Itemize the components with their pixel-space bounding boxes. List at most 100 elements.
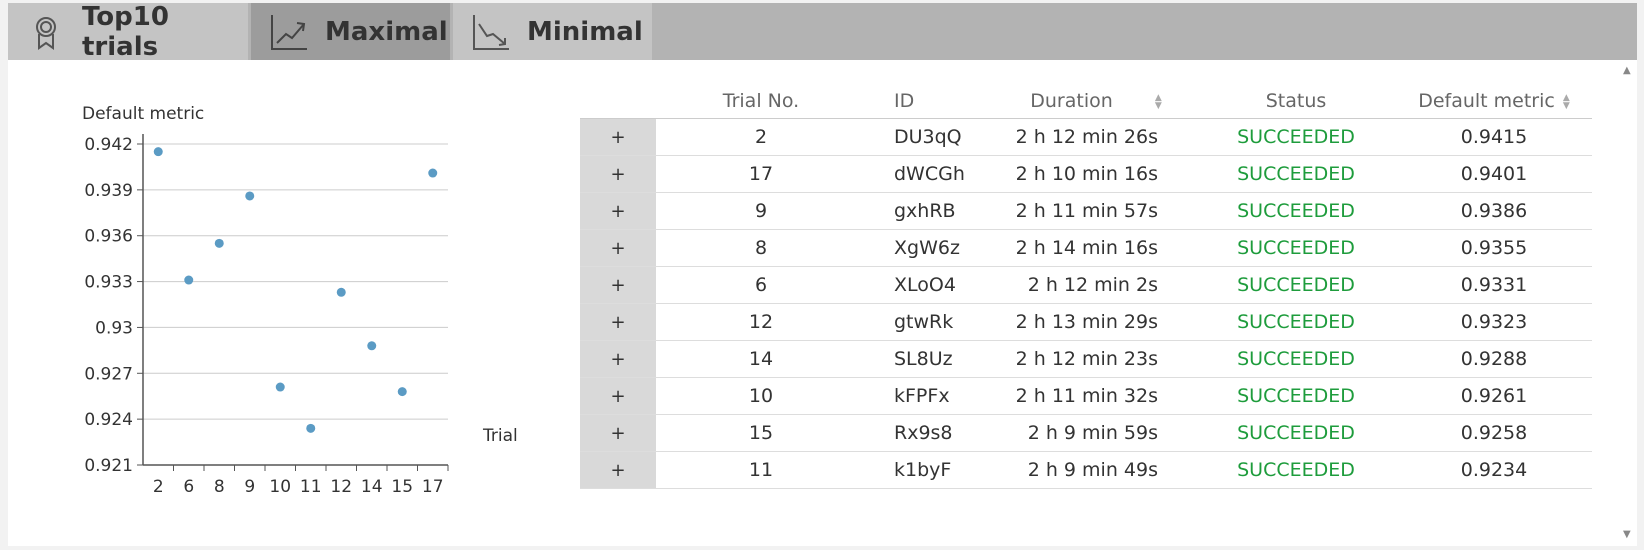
metric-cell: 0.9234 <box>1396 451 1592 489</box>
column-header-label: Duration <box>1030 90 1113 112</box>
scatter-chart: Default metric Trial 0.921 0.924 0.927 0.93… <box>82 104 518 497</box>
x-tick-label: 12 <box>330 477 352 497</box>
tab-bar: Top10 trials Maximal Minimal <box>8 1 1637 62</box>
metric-cell: 0.9288 <box>1396 340 1592 378</box>
tab-label: Maximal <box>325 16 448 47</box>
data-point[interactable] <box>275 382 285 392</box>
trial-number-cell: 12 <box>656 303 866 341</box>
tab-top10-trials[interactable]: Top10 trials <box>8 1 248 62</box>
trial-number-cell: 17 <box>656 155 866 193</box>
data-point[interactable] <box>245 191 255 201</box>
expand-row-button[interactable]: + <box>580 155 656 193</box>
duration-cell: 2 h 9 min 59s <box>996 414 1196 452</box>
table-row: +11 k1byF 2 h 9 min 49s SUCCEEDED 0.9234 <box>580 451 1592 489</box>
trial-id-cell: DU3qQ <box>866 118 996 156</box>
tab-maximal[interactable]: Maximal <box>251 3 450 60</box>
data-point[interactable] <box>367 341 377 351</box>
trial-number-cell: 9 <box>656 192 866 230</box>
trial-id-cell: XgW6z <box>866 229 996 267</box>
vertical-scrollbar[interactable]: ▲ ▼ <box>1619 60 1637 546</box>
trial-id-cell: k1byF <box>866 451 996 489</box>
duration-cell: 2 h 11 min 57s <box>996 192 1196 230</box>
expand-row-button[interactable]: + <box>580 451 656 489</box>
x-tick-label: 6 <box>183 477 194 497</box>
sort-arrows-icon[interactable]: ▲ ▼ <box>1154 92 1162 111</box>
status-cell: SUCCEEDED <box>1196 266 1396 304</box>
table-row: +2 DU3qQ 2 h 12 min 26s SUCCEEDED 0.9415 <box>580 118 1592 156</box>
duration-cell: 2 h 9 min 49s <box>996 451 1196 489</box>
x-tick-label: 15 <box>391 477 413 497</box>
trial-id-cell: Rx9s8 <box>866 414 996 452</box>
metric-cell: 0.9323 <box>1396 303 1592 341</box>
x-axis-label: Trial <box>482 426 518 446</box>
expand-row-button[interactable]: + <box>580 118 656 156</box>
x-tick-label: 11 <box>300 477 322 497</box>
status-cell: SUCCEEDED <box>1196 340 1396 378</box>
trial-number-cell: 14 <box>656 340 866 378</box>
content-panel: Default metric Trial 0.921 0.924 0.927 0.93… <box>8 60 1637 546</box>
status-cell: SUCCEEDED <box>1196 155 1396 193</box>
expand-row-button[interactable]: + <box>580 340 656 378</box>
table-row: +15 Rx9s8 2 h 9 min 59s SUCCEEDED 0.9258 <box>580 414 1592 452</box>
trial-number-cell: 15 <box>656 414 866 452</box>
trial-number-cell: 8 <box>656 229 866 267</box>
table-row: +10 kFPFx 2 h 11 min 32s SUCCEEDED 0.9261 <box>580 377 1592 415</box>
trial-number-cell: 11 <box>656 451 866 489</box>
trial-id-cell: kFPFx <box>866 377 996 415</box>
expand-row-button[interactable]: + <box>580 266 656 304</box>
metric-cell: 0.9261 <box>1396 377 1592 415</box>
expand-column-header <box>580 84 656 119</box>
column-header-label: Default metric <box>1418 90 1555 112</box>
trial-number-cell: 6 <box>656 266 866 304</box>
column-header-duration[interactable]: Duration ▲ ▼ <box>996 84 1196 119</box>
expand-row-button[interactable]: + <box>580 192 656 230</box>
y-tick-label: 0.942 <box>84 135 133 155</box>
expand-row-button[interactable]: + <box>580 414 656 452</box>
status-cell: SUCCEEDED <box>1196 229 1396 267</box>
expand-row-button[interactable]: + <box>580 377 656 415</box>
status-cell: SUCCEEDED <box>1196 414 1396 452</box>
tab-minimal[interactable]: Minimal <box>453 3 652 60</box>
metric-cell: 0.9401 <box>1396 155 1592 193</box>
table-row: +14 SL8Uz 2 h 12 min 23s SUCCEEDED 0.9288 <box>580 340 1592 378</box>
trial-id-cell: dWCGh <box>866 155 996 193</box>
table-header-row: Trial No. ID Duration ▲ ▼ Status Default … <box>580 84 1592 119</box>
trial-number-cell: 2 <box>656 118 866 156</box>
status-cell: SUCCEEDED <box>1196 451 1396 489</box>
data-point[interactable] <box>428 168 438 178</box>
scroll-up-icon[interactable]: ▲ <box>1623 65 1631 76</box>
data-point[interactable] <box>306 423 316 433</box>
table-row: +12 gtwRk 2 h 13 min 29s SUCCEEDED 0.9323 <box>580 303 1592 341</box>
x-tick-label: 2 <box>153 477 164 497</box>
y-tick-label: 0.93 <box>95 318 133 338</box>
column-header-metric[interactable]: Default metric ▲ ▼ <box>1396 84 1592 119</box>
trial-id-cell: XLoO4 <box>866 266 996 304</box>
duration-cell: 2 h 12 min 26s <box>996 118 1196 156</box>
status-cell: SUCCEEDED <box>1196 303 1396 341</box>
metric-cell: 0.9415 <box>1396 118 1592 156</box>
y-tick-label: 0.927 <box>84 364 133 384</box>
table-row: +17 dWCGh 2 h 10 min 16s SUCCEEDED 0.9401 <box>580 155 1592 193</box>
column-header-id: ID <box>866 84 996 119</box>
duration-cell: 2 h 14 min 16s <box>996 229 1196 267</box>
data-point[interactable] <box>214 238 224 248</box>
expand-row-button[interactable]: + <box>580 229 656 267</box>
x-tick-label: 9 <box>244 477 255 497</box>
sort-arrows-icon[interactable]: ▲ ▼ <box>1562 92 1570 111</box>
data-point[interactable] <box>184 275 194 285</box>
trial-id-cell: SL8Uz <box>866 340 996 378</box>
data-point[interactable] <box>336 287 346 297</box>
trials-table: Trial No. ID Duration ▲ ▼ Status Default … <box>580 84 1592 489</box>
column-header-trial: Trial No. <box>656 84 866 119</box>
data-point[interactable] <box>397 387 407 397</box>
table-row: +9 gxhRB 2 h 11 min 57s SUCCEEDED 0.9386 <box>580 192 1592 230</box>
tab-label: Top10 trials <box>82 1 169 62</box>
trial-number-cell: 10 <box>656 377 866 415</box>
data-point[interactable] <box>153 147 163 157</box>
expand-row-button[interactable]: + <box>580 303 656 341</box>
scroll-down-icon[interactable]: ▼ <box>1623 529 1631 540</box>
y-axis-label: Default metric <box>82 104 204 124</box>
trial-id-cell: gtwRk <box>866 303 996 341</box>
duration-cell: 2 h 12 min 2s <box>996 266 1196 304</box>
status-cell: SUCCEEDED <box>1196 192 1396 230</box>
